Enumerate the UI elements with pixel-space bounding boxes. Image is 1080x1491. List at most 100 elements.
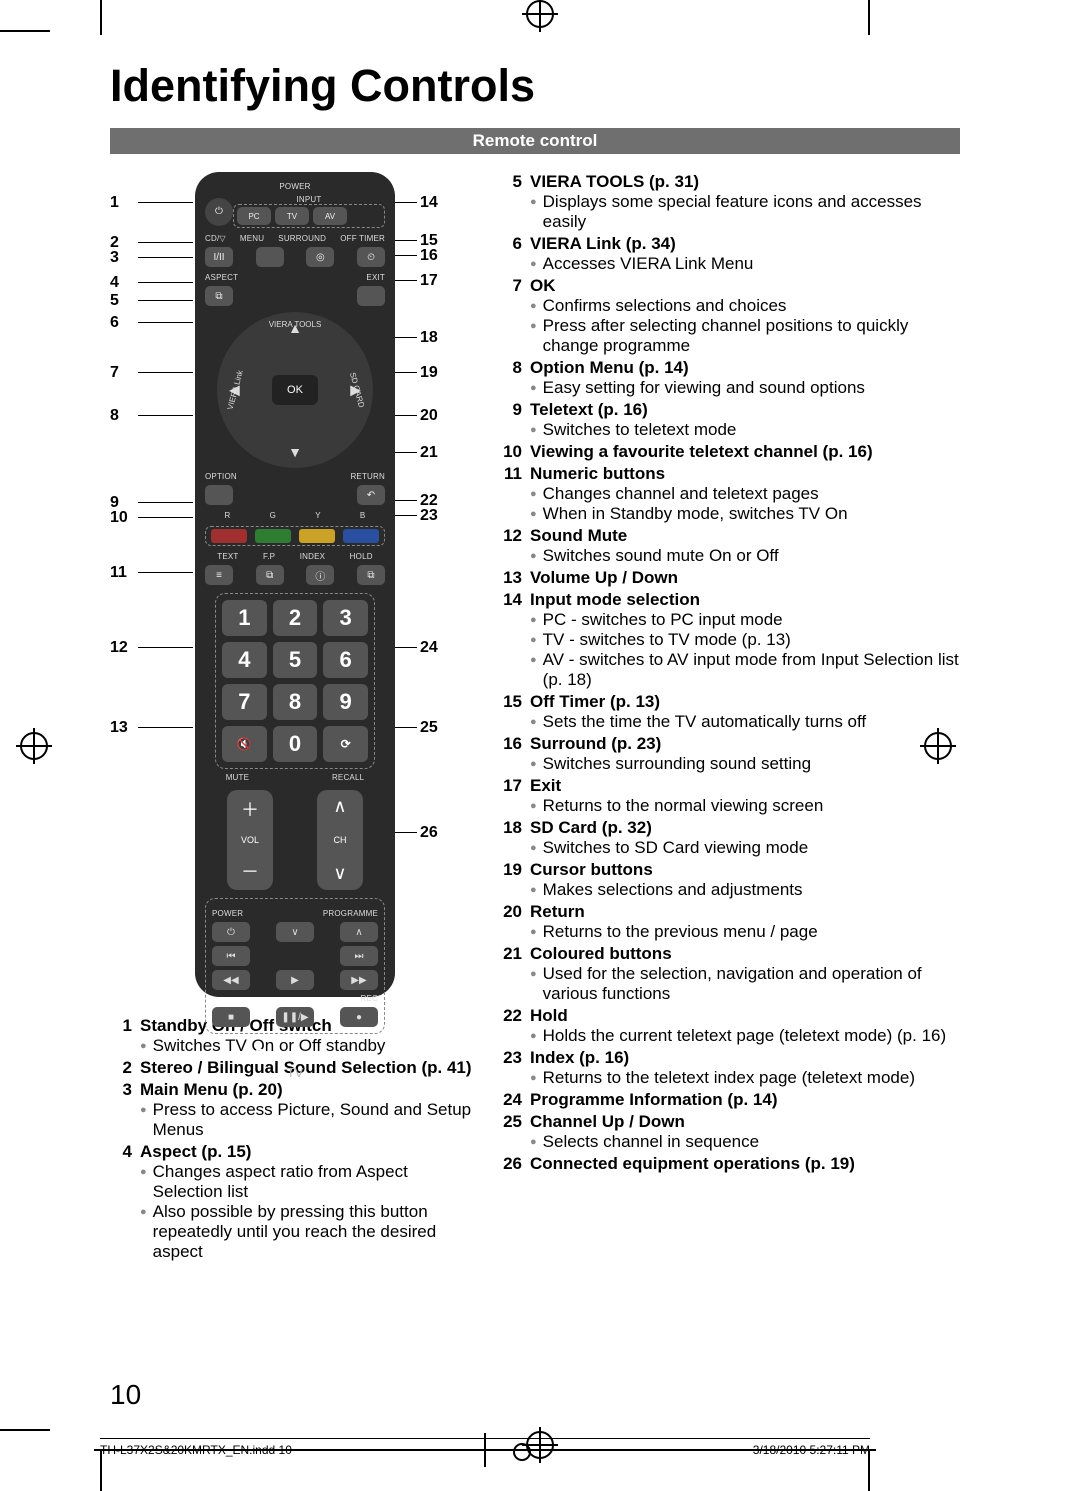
- entry-bullet: Switches to teletext mode: [530, 420, 960, 440]
- callout-14: 14: [420, 194, 438, 212]
- left-column: 1234567891011121314151617181920212223242…: [110, 172, 480, 1264]
- entry-bullet: Used for the selection, navigation and o…: [530, 964, 960, 1004]
- entry-8: 8Option Menu (p. 14)Easy setting for vie…: [500, 358, 960, 398]
- numeric-pad: 123456789🔇0⟳: [215, 593, 375, 769]
- option-button: [205, 485, 233, 505]
- entry-number: 9: [500, 400, 530, 440]
- entry-number: 8: [500, 358, 530, 398]
- menu-button: [256, 247, 284, 267]
- entry-text: OKConfirms selections and choicesPress a…: [530, 276, 960, 356]
- entry-title: Cursor buttons: [530, 860, 960, 880]
- num-9-button: 9: [323, 684, 368, 720]
- vol-label: VOL: [241, 835, 259, 845]
- callout-6: 6: [110, 314, 119, 332]
- channel-rocker: ∧CH∨: [317, 790, 363, 890]
- callout-20: 20: [420, 407, 438, 425]
- entry-text: Option Menu (p. 14)Easy setting for view…: [530, 358, 960, 398]
- entry-number: 15: [500, 692, 530, 732]
- entry-number: 12: [500, 526, 530, 566]
- entry-title: SD Card (p. 32): [530, 818, 960, 838]
- entry-bullet: Accesses VIERA Link Menu: [530, 254, 960, 274]
- entry-15: 15Off Timer (p. 13)Sets the time the TV …: [500, 692, 960, 732]
- pc-button: PC: [237, 207, 271, 225]
- page-title: Identifying Controls: [110, 60, 960, 112]
- entry-3: 3Main Menu (p. 20)Press to access Pictur…: [110, 1080, 480, 1140]
- leader-line: [395, 372, 417, 373]
- colour-buttons: [205, 526, 385, 546]
- lbl-exit: EXIT: [366, 273, 385, 282]
- callout-1: 1: [110, 194, 119, 212]
- entry-bullet: Returns to the normal viewing screen: [530, 796, 960, 816]
- entry-number: 7: [500, 276, 530, 356]
- leader-line: [138, 322, 193, 323]
- entry-bullet: TV - switches to TV mode (p. 13): [530, 630, 960, 650]
- entry-title: VIERA TOOLS (p. 31): [530, 172, 960, 192]
- entry-number: 18: [500, 818, 530, 858]
- entry-18: 18SD Card (p. 32)Switches to SD Card vie…: [500, 818, 960, 858]
- crop-mark: [0, 1429, 50, 1431]
- num-1-button: 1: [222, 600, 267, 636]
- entry-number: 26: [500, 1154, 530, 1174]
- num-4-button: 4: [222, 642, 267, 678]
- entry-text: HoldHolds the current teletext page (tel…: [530, 1006, 960, 1046]
- num-8-button: 8: [273, 684, 318, 720]
- entry-12: 12Sound MuteSwitches sound mute On or Of…: [500, 526, 960, 566]
- fp-button: ⧉: [256, 565, 284, 585]
- footer-timestamp: 3/18/2010 5:27:11 PM: [753, 1443, 870, 1461]
- recall-button: ⟳: [323, 726, 368, 762]
- aspect-button: ⧉: [205, 286, 233, 306]
- dvd-down: ∨: [276, 922, 314, 942]
- entry-4: 4Aspect (p. 15)Changes aspect ratio from…: [110, 1142, 480, 1262]
- entry-17: 17ExitReturns to the normal viewing scre…: [500, 776, 960, 816]
- leader-line: [138, 502, 193, 503]
- entry-number: 16: [500, 734, 530, 774]
- dvd-rec: ●: [340, 1007, 378, 1027]
- entry-text: Connected equipment operations (p. 19): [530, 1154, 960, 1174]
- entry-number: 19: [500, 860, 530, 900]
- dvd-stop: ■: [212, 1007, 250, 1027]
- entry-5: 5VIERA TOOLS (p. 31)Displays some specia…: [500, 172, 960, 232]
- ch-label: CH: [334, 835, 347, 845]
- section-bar: Remote control: [110, 128, 960, 154]
- callout-18: 18: [420, 329, 438, 347]
- entry-text: Coloured buttonsUsed for the selection, …: [530, 944, 960, 1004]
- callout-17: 17: [420, 272, 438, 290]
- lbl-b: B: [360, 511, 366, 520]
- entry-text: Teletext (p. 16)Switches to teletext mod…: [530, 400, 960, 440]
- crop-mark: [0, 30, 50, 32]
- entry-bullet: AV - switches to AV input mode from Inpu…: [530, 650, 960, 690]
- entry-text: VIERA TOOLS (p. 31)Displays some special…: [530, 172, 960, 232]
- lbl-cd: CD/▽: [205, 234, 226, 243]
- hold-button: ⧉: [357, 565, 385, 585]
- leader-line: [395, 202, 417, 203]
- entry-title: Sound Mute: [530, 526, 960, 546]
- entry-title: Main Menu (p. 20): [140, 1080, 480, 1100]
- entry-bullet: PC - switches to PC input mode: [530, 610, 960, 630]
- entry-number: 4: [110, 1142, 140, 1262]
- entry-text: Channel Up / DownSelects channel in sequ…: [530, 1112, 960, 1152]
- crop-mark: [100, 0, 102, 35]
- leader-line: [138, 242, 193, 243]
- entry-title: Input mode selection: [530, 590, 960, 610]
- lbl-index: INDEX: [300, 552, 325, 561]
- entry-bullet: Switches surrounding sound setting: [530, 754, 960, 774]
- entry-number: 10: [500, 442, 530, 462]
- entry-title: Channel Up / Down: [530, 1112, 960, 1132]
- leader-line: [138, 517, 193, 518]
- lbl-dvd-prog: PROGRAMME: [323, 909, 378, 918]
- entry-bullet: Also possible by pressing this button re…: [140, 1202, 480, 1262]
- mute-button: 🔇: [222, 726, 267, 762]
- leader-line: [138, 202, 193, 203]
- power-label: POWER: [205, 182, 385, 191]
- entry-number: 6: [500, 234, 530, 274]
- footer-filename: TH-L37X2S&20KMRTX_EN.indd 10: [100, 1443, 292, 1461]
- lbl-y: Y: [315, 511, 321, 520]
- entry-26: 26Connected equipment operations (p. 19): [500, 1154, 960, 1174]
- entry-text: ReturnReturns to the previous menu / pag…: [530, 902, 960, 942]
- lbl-fp: F.P: [263, 552, 275, 561]
- input-group: PC TV AV: [233, 204, 385, 228]
- dvd-control-block: POWERPROGRAMME ⏻ ∨ ∧ ⏮ ⏭ ◀◀ ▶: [205, 898, 385, 1034]
- lbl-hold: HOLD: [350, 552, 373, 561]
- entry-19: 19Cursor buttonsMakes selections and adj…: [500, 860, 960, 900]
- dvd-up: ∧: [340, 922, 378, 942]
